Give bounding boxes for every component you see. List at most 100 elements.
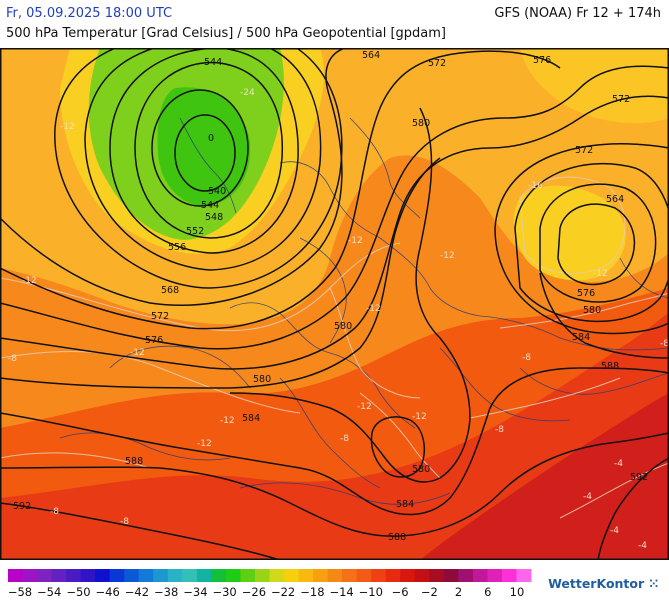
temp-label: -8 (8, 354, 17, 364)
legend-label: −22 (271, 585, 295, 599)
geopot-label: 572 (575, 145, 593, 156)
geopot-label: 568 (161, 285, 179, 296)
legend-swatch (516, 569, 532, 582)
legend-swatch (443, 569, 459, 582)
geopot-label: 580 (583, 305, 601, 316)
temp-label: -12 (593, 269, 608, 279)
contour-576 (0, 95, 669, 370)
temp-fill-deep-red (420, 393, 669, 560)
geopot-label: 544 (201, 200, 219, 211)
contour-540 (174, 114, 236, 192)
contour-552 (109, 48, 299, 254)
legend-label: −18 (300, 585, 324, 599)
temp-label: -12 (197, 439, 212, 449)
temp-label: -16 (528, 181, 543, 191)
legend-swatch (429, 569, 445, 582)
legend-swatch (501, 569, 517, 582)
geopot-label: 584 (396, 499, 414, 510)
legend-label: −2 (421, 585, 438, 599)
temp-label: -12 (357, 402, 372, 412)
contour-548 (134, 61, 284, 239)
geopot-label: 576 (145, 335, 163, 346)
legend-swatch (342, 569, 358, 582)
header-datetime: Fr, 05.09.2025 18:00 UTC (6, 6, 173, 21)
contour-580-trough (229, 107, 471, 483)
map-frame (0, 48, 669, 560)
temp-label: -8 (495, 425, 504, 435)
legend-label: −50 (66, 585, 90, 599)
header-subtitle: 500 hPa Temperatur [Grad Celsius] / 500 … (6, 26, 447, 41)
temp-label: -4 (614, 459, 623, 469)
contour-trough-ring (370, 416, 426, 478)
legend-swatch (284, 569, 299, 582)
temp-label: -8 (120, 517, 129, 527)
legend-swatch (51, 569, 67, 582)
geopot-label: 588 (125, 456, 143, 467)
legend-swatch (458, 569, 474, 582)
geopot-label: 548 (205, 212, 223, 223)
legend-swatches (8, 569, 532, 582)
legend-label: −14 (329, 585, 353, 599)
legend-swatch (313, 569, 329, 582)
legend-swatch (109, 569, 125, 582)
contour-588-main (0, 432, 669, 537)
legend-swatch (269, 569, 285, 582)
legend-swatch (124, 569, 140, 582)
legend-label: −26 (242, 585, 266, 599)
legend-swatch (80, 569, 96, 582)
legend-label: −46 (96, 585, 120, 599)
geopot-label: 564 (606, 194, 624, 205)
contour-592-east (597, 457, 669, 560)
geopot-label: 588 (601, 361, 619, 372)
geopot-label: 576 (533, 55, 551, 66)
legend-label: 10 (510, 585, 525, 599)
geopot-label: 592 (13, 501, 31, 512)
legend-swatch (487, 569, 503, 582)
geopot-label: 544 (204, 57, 222, 68)
geopot-label: 584 (242, 413, 260, 424)
geopot-label: 564 (362, 50, 380, 61)
legend-swatch (225, 569, 241, 582)
legend-swatch (385, 569, 401, 582)
geopot-label: 584 (572, 332, 590, 343)
temp-label: -4 (610, 526, 619, 536)
contour-560 (54, 48, 343, 289)
contour-544 (151, 89, 249, 207)
legend-swatch (371, 569, 387, 582)
geopot-label: 580 (412, 118, 430, 129)
geopot-label: 552 (186, 226, 204, 237)
contour-568 (0, 50, 561, 330)
temp-label: -8 (50, 507, 59, 517)
geopot-label: 572 (612, 94, 630, 105)
legend-label: −6 (392, 585, 409, 599)
geopot-label: 556 (168, 242, 186, 253)
temp-label: -12 (440, 251, 455, 261)
legend-swatch (298, 569, 314, 582)
legend-label: −30 (212, 585, 236, 599)
temp-label: -12 (130, 348, 145, 358)
contour-580-east (539, 272, 669, 359)
legend-label: −58 (8, 585, 32, 599)
temp-fill-red (0, 313, 669, 560)
legend-swatch (138, 569, 154, 582)
legend-swatch (400, 569, 416, 582)
geopot-label: 572 (428, 58, 446, 69)
weather-map: 544 0 540 544 548 552 556 564 568 572 57… (0, 48, 669, 560)
temp-label: -12 (60, 122, 75, 132)
legend-swatch (356, 569, 372, 582)
legend-label: −54 (37, 585, 61, 599)
contour-high-564 (557, 203, 636, 286)
geopot-label: 572 (151, 311, 169, 322)
geopot-label: 540 (208, 186, 226, 197)
temp-label: -12 (412, 412, 427, 422)
legend-label: 6 (484, 585, 491, 599)
temp-label: -8 (522, 353, 531, 363)
legend-labels: −58 −54 −50 −46 −42 −38 −34 −30 −26 −22 −18 −14 −10−… (8, 585, 524, 599)
legend-swatch (22, 569, 38, 582)
contour-high-572 (514, 162, 669, 323)
temperature-isolines (0, 176, 669, 519)
temp-label: -4 (583, 492, 592, 502)
legend-label: −34 (183, 585, 207, 599)
temperature-labels: -24 -12 -12 -12 -12 -8 -12 -12 -12 -12 -… (8, 88, 669, 551)
temp-label: -12 (366, 304, 381, 314)
